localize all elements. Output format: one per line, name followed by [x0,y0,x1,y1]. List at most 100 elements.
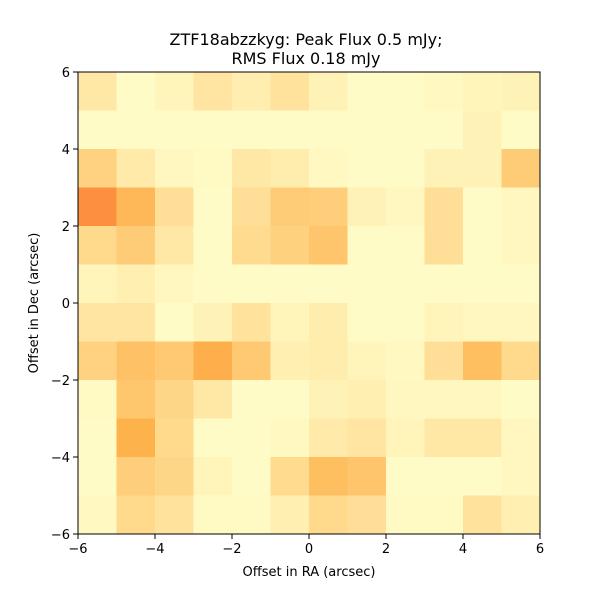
heatmap-cell [116,149,156,188]
heatmap-cells [78,72,541,535]
x-axis-label: Offset in RA (arcsec) [243,565,376,580]
heatmap-cell [155,418,194,458]
heatmap-cell [270,264,310,304]
heatmap-cell [424,495,464,535]
heatmap-cell [193,226,233,265]
heatmap-cell [155,264,194,304]
heatmap-cell [232,187,271,227]
heatmap-cell [116,341,156,381]
heatmap-cell [424,303,464,342]
heatmap-cell [501,380,541,419]
heatmap-cell [232,341,271,381]
heatmap-cell [463,110,502,150]
heatmap-cell [424,72,464,111]
y-tick-label: 4 [62,143,70,158]
heatmap-cell [155,226,194,265]
heatmap-cell [116,187,156,227]
heatmap-cell [424,149,464,188]
heatmap-cell [386,72,425,111]
heatmap-cell [463,72,502,111]
heatmap-cell [309,72,348,111]
heatmap-cell [463,457,502,496]
heatmap-cell [386,110,425,150]
heatmap-cell [424,457,464,496]
heatmap-cell [232,380,271,419]
y-tick-label: 0 [62,297,70,312]
heatmap-cell [116,72,156,111]
y-tick-label: −6 [51,528,70,543]
y-axis-label: Offset in Dec (arcsec) [27,233,42,374]
heatmap-cell [386,418,425,458]
heatmap-cell [116,303,156,342]
heatmap-cell [116,226,156,265]
x-tick-label: −6 [68,542,87,557]
heatmap-cell [347,187,387,227]
heatmap-cell [270,303,310,342]
heatmap-cell [463,495,502,535]
heatmap-cell [155,187,194,227]
heatmap-cell [309,457,348,496]
heatmap-cell [309,495,348,535]
heatmap-cell [78,457,117,496]
heatmap-cell [463,226,502,265]
heatmap-cell [78,226,117,265]
y-tick-label: −2 [51,374,70,389]
heatmap-cell [424,110,464,150]
heatmap-cell [193,303,233,342]
heatmap-cell [347,264,387,304]
heatmap-cell [463,303,502,342]
heatmap-cell [78,418,117,458]
heatmap-cell [347,495,387,535]
heatmap-cell [78,187,117,227]
heatmap-cell [193,380,233,419]
heatmap-cell [463,418,502,458]
heatmap-cell [424,341,464,381]
heatmap-cell [78,303,117,342]
heatmap-cell [386,303,425,342]
heatmap-cell [155,341,194,381]
y-tick-label: 6 [62,66,70,81]
heatmap-cell [309,341,348,381]
heatmap-cell [270,418,310,458]
y-tick-label: −4 [51,451,70,466]
y-axis-ticks: −6 −4 −2 0 2 4 6 [51,66,78,543]
heatmap-cell [270,341,310,381]
heatmap-cell [193,264,233,304]
heatmap-cell [347,149,387,188]
x-tick-label: 6 [536,542,544,557]
heatmap-cell [463,380,502,419]
heatmap-cell [501,149,541,188]
heatmap-cell [193,341,233,381]
heatmap-cell [386,226,425,265]
heatmap-cell [78,380,117,419]
heatmap-cell [386,341,425,381]
heatmap-cell [78,110,117,150]
heatmap-cell [193,72,233,111]
heatmap-cell [309,149,348,188]
heatmap-cell [347,226,387,265]
heatmap-cell [155,149,194,188]
heatmap-cell [193,418,233,458]
heatmap-cell [155,380,194,419]
heatmap-cell [232,495,271,535]
heatmap-cell [193,149,233,188]
heatmap-cell [78,495,117,535]
heatmap-cell [424,226,464,265]
heatmap-cell [116,495,156,535]
heatmap-cell [232,226,271,265]
heatmap-cell [501,418,541,458]
heatmap-cell [463,341,502,381]
heatmap-cell [309,418,348,458]
heatmap-cell [501,72,541,111]
heatmap-cell [270,495,310,535]
heatmap-cell [501,264,541,304]
x-tick-label: −4 [145,542,164,557]
heatmap-cell [424,418,464,458]
heatmap-cell [309,264,348,304]
heatmap-cell [386,457,425,496]
heatmap-cell [463,264,502,304]
heatmap-cell [270,72,310,111]
heatmap-cell [386,264,425,304]
heatmap-cell [78,72,117,111]
